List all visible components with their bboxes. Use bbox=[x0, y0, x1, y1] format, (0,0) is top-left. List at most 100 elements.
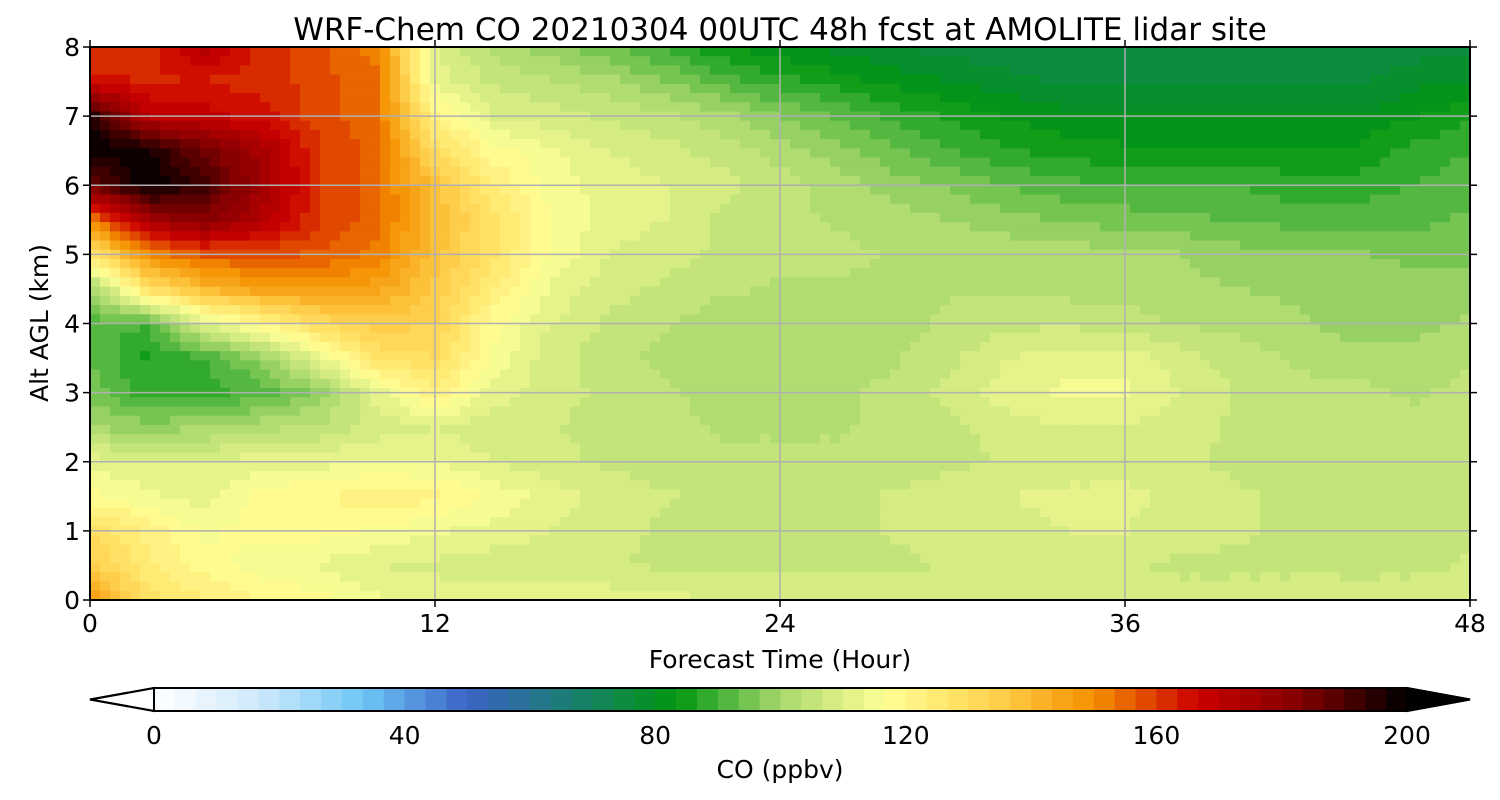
contour-cell bbox=[200, 295, 211, 306]
contour-cell bbox=[1040, 305, 1051, 315]
contour-cell bbox=[860, 166, 871, 177]
contour-cell bbox=[330, 148, 341, 159]
contour-cell bbox=[1220, 185, 1231, 196]
contour-cell bbox=[150, 194, 161, 205]
contour-cell bbox=[1420, 314, 1431, 325]
contour-cell bbox=[1020, 295, 1031, 306]
contour-cell bbox=[360, 176, 371, 186]
contour-cell bbox=[1140, 240, 1151, 251]
contour-cell bbox=[1210, 120, 1221, 131]
contour-cell bbox=[890, 258, 901, 269]
contour-cell bbox=[1300, 222, 1311, 232]
contour-cell bbox=[1170, 360, 1181, 371]
contour-cell bbox=[1090, 102, 1101, 113]
contour-cell bbox=[610, 341, 621, 352]
contour-cell bbox=[1060, 102, 1071, 113]
contour-cell bbox=[220, 102, 231, 113]
contour-cell bbox=[840, 295, 851, 306]
contour-cell bbox=[1230, 157, 1241, 168]
contour-cell bbox=[1410, 332, 1421, 343]
contour-cell bbox=[1070, 120, 1081, 131]
contour-cell bbox=[100, 93, 111, 103]
contour-cell bbox=[890, 305, 901, 315]
contour-cell bbox=[750, 295, 761, 306]
contour-cell bbox=[1350, 222, 1361, 232]
contour-cell bbox=[580, 176, 591, 186]
contour-cell bbox=[600, 129, 611, 140]
contour-cell bbox=[1210, 286, 1221, 297]
contour-cell bbox=[590, 360, 601, 371]
contour-cell bbox=[1180, 222, 1191, 232]
contour-cell bbox=[1150, 185, 1161, 196]
contour-cell bbox=[1410, 369, 1421, 380]
contour-cell bbox=[390, 314, 401, 325]
contour-cell bbox=[1290, 231, 1301, 242]
contour-cell bbox=[1360, 65, 1371, 76]
contour-cell bbox=[1380, 203, 1391, 214]
contour-cell bbox=[1170, 369, 1181, 380]
contour-cell bbox=[240, 56, 251, 67]
contour-cell bbox=[790, 203, 801, 214]
contour-cell bbox=[1000, 139, 1011, 149]
contour-cell bbox=[1320, 102, 1331, 113]
contour-cell bbox=[1130, 286, 1141, 297]
contour-cell bbox=[630, 369, 641, 380]
contour-cell bbox=[1340, 120, 1351, 131]
contour-cell bbox=[1220, 323, 1231, 334]
contour-cell bbox=[1170, 129, 1181, 140]
contour-cell bbox=[1400, 65, 1411, 76]
contour-cell bbox=[970, 157, 981, 168]
contour-cell bbox=[1450, 148, 1461, 159]
contour-cell bbox=[1170, 74, 1181, 85]
contour-cell bbox=[240, 185, 251, 196]
contour-cell bbox=[810, 185, 821, 196]
contour-cell bbox=[1130, 148, 1141, 159]
contour-cell bbox=[1160, 332, 1171, 343]
contour-cell bbox=[370, 93, 381, 103]
contour-cell bbox=[540, 360, 551, 371]
contour-cell bbox=[450, 166, 461, 177]
contour-cell bbox=[850, 185, 861, 196]
contour-cell bbox=[360, 203, 371, 214]
contour-cell bbox=[820, 305, 831, 315]
contour-cell bbox=[170, 56, 181, 67]
contour-cell bbox=[1270, 360, 1281, 371]
contour-cell bbox=[750, 305, 761, 315]
contour-cell bbox=[1350, 258, 1361, 269]
contour-cell bbox=[770, 222, 781, 232]
contour-cell bbox=[880, 157, 891, 168]
contour-cell bbox=[980, 360, 991, 371]
contour-cell bbox=[990, 139, 1001, 149]
contour-cell bbox=[1360, 212, 1371, 223]
contour-cell bbox=[250, 102, 261, 113]
contour-cell bbox=[270, 203, 281, 214]
contour-cell bbox=[600, 74, 611, 85]
contour-cell bbox=[200, 369, 211, 380]
contour-cell bbox=[1160, 369, 1171, 380]
contour-cell bbox=[1140, 65, 1151, 76]
contour-cell bbox=[1210, 166, 1221, 177]
contour-cell bbox=[590, 277, 601, 288]
contour-cell bbox=[750, 258, 761, 269]
contour-cell bbox=[400, 65, 411, 76]
contour-cell bbox=[1420, 102, 1431, 113]
contour-cell bbox=[910, 56, 921, 67]
contour-cell bbox=[140, 83, 151, 94]
contour-cell bbox=[830, 139, 841, 149]
contour-cell bbox=[1250, 74, 1261, 85]
contour-cell bbox=[1300, 74, 1311, 85]
contour-cell bbox=[590, 222, 601, 232]
contour-cell bbox=[270, 240, 281, 251]
contour-cell bbox=[1290, 369, 1301, 380]
contour-cell bbox=[790, 240, 801, 251]
contour-cell bbox=[550, 305, 561, 315]
contour-cell bbox=[280, 185, 291, 196]
contour-cell bbox=[90, 83, 101, 94]
contour-cell bbox=[180, 369, 191, 380]
contour-cell bbox=[100, 166, 111, 177]
contour-cell bbox=[840, 277, 851, 288]
contour-cell bbox=[940, 212, 951, 223]
contour-cell bbox=[1430, 102, 1441, 113]
contour-cell bbox=[1180, 139, 1191, 149]
contour-cell bbox=[410, 157, 421, 168]
